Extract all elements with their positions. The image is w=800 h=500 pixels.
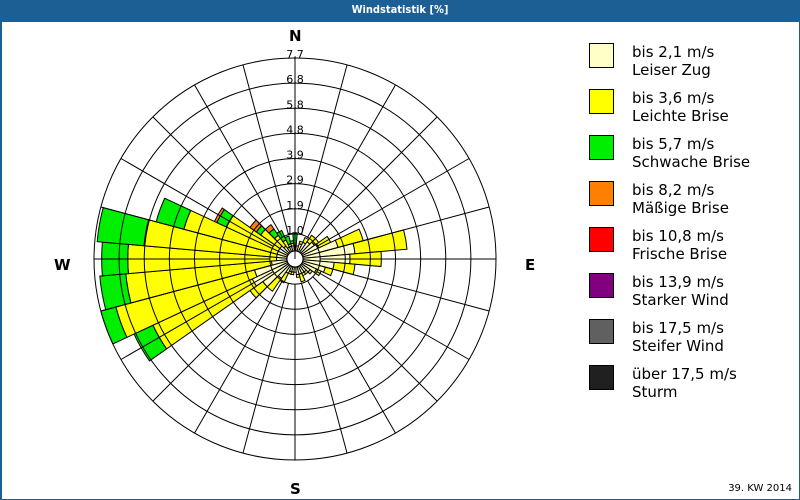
legend-speed: bis 5,7 m/s xyxy=(632,135,715,153)
radial-tick-label: 3,9 xyxy=(286,149,304,162)
grid-spoke xyxy=(301,283,348,454)
grid-spoke xyxy=(319,206,490,253)
wind-wedge-segment xyxy=(284,235,292,246)
legend-label: Mäßige Brise xyxy=(632,199,729,217)
grid-spoke xyxy=(301,64,348,235)
wind-rose-wedges xyxy=(96,197,408,362)
legend-item-steifer-wind: bis 17,5 m/s Steifer Wind xyxy=(589,319,789,363)
radial-tick-label: 4,8 xyxy=(286,123,304,136)
wind-wedge-segment xyxy=(298,272,306,283)
legend-item-sturm: über 17,5 m/s Sturm xyxy=(589,365,789,409)
legend-label: Sturm xyxy=(632,383,678,401)
legend-swatch xyxy=(589,365,614,390)
legend-swatch xyxy=(589,319,614,344)
legend-speed: bis 3,6 m/s xyxy=(632,89,715,107)
radial-tick-label: 5,8 xyxy=(286,98,304,111)
legend-speed: bis 2,1 m/s xyxy=(632,43,715,61)
grid-spoke xyxy=(316,271,470,360)
legend-item-leiser-zug: bis 2,1 m/s Leiser Zug xyxy=(589,43,789,87)
legend-item-leichte-brise: bis 3,6 m/s Leichte Brise xyxy=(589,89,789,133)
legend-swatch xyxy=(589,181,614,206)
radial-tick-label: 6,8 xyxy=(286,73,304,86)
legend-swatch xyxy=(589,43,614,68)
grid-spoke xyxy=(242,283,289,454)
legend-speed: über 17,5 m/s xyxy=(632,365,737,383)
grid-spoke xyxy=(152,276,278,402)
grid-spoke xyxy=(194,280,283,434)
legend-item-starker-wind: bis 13,9 m/s Starker Wind xyxy=(589,273,789,317)
legend-speed: bis 13,9 m/s xyxy=(632,273,724,291)
grid-spoke xyxy=(100,206,271,253)
compass-south-label: S xyxy=(290,480,301,498)
legend-label: Leiser Zug xyxy=(632,61,711,79)
legend-swatch xyxy=(589,135,614,160)
grid-spoke xyxy=(194,84,283,238)
legend-label: Frische Brise xyxy=(632,245,728,263)
wind-wedge-segment xyxy=(307,268,313,275)
grid-spoke xyxy=(120,271,274,360)
polar-grid xyxy=(93,57,497,461)
wind-wedge-segment xyxy=(155,197,192,230)
radial-tick-label: 2,9 xyxy=(286,174,304,187)
grid-spoke xyxy=(152,116,278,242)
legend-speed: bis 17,5 m/s xyxy=(632,319,724,337)
legend-speed: bis 8,2 m/s xyxy=(632,181,715,199)
grid-spoke xyxy=(242,64,289,235)
radial-tick-labels: 1,0 1,9 2,9 3,9 4,8 5,8 6,8 7,7 xyxy=(286,48,304,237)
compass-north-label: N xyxy=(289,27,302,45)
compass-west-label: W xyxy=(54,256,71,274)
grid-spoke xyxy=(312,116,438,242)
period-label: 39. KW 2014 xyxy=(728,483,792,494)
window-title: Windstatistik [%] xyxy=(0,0,800,20)
wind-wedge-segment xyxy=(99,273,132,311)
legend-swatch xyxy=(589,227,614,252)
grid-spoke xyxy=(100,265,271,312)
grid-spoke xyxy=(316,158,470,247)
grid-spoke xyxy=(120,158,274,247)
legend-label: Steifer Wind xyxy=(632,337,724,355)
legend-label: Schwache Brise xyxy=(632,153,751,171)
wind-wedge-segment xyxy=(352,229,408,255)
wind-wedge-segment xyxy=(289,240,295,245)
compass-east-label: E xyxy=(525,256,536,274)
legend-swatch xyxy=(589,89,614,114)
radial-tick-label: 1,9 xyxy=(286,199,304,212)
radial-tick-label: 1,0 xyxy=(286,224,304,237)
legend-label: Starker Wind xyxy=(632,291,729,309)
grid-spoke xyxy=(307,280,396,434)
radial-tick-label: 7,7 xyxy=(286,48,304,61)
legend-item-frische-brise: bis 10,8 m/s Frische Brise xyxy=(589,227,789,271)
legend-swatch xyxy=(589,273,614,298)
grid-spoke xyxy=(307,84,396,238)
wind-wedge-segment xyxy=(295,273,301,278)
legend-label: Leichte Brise xyxy=(632,107,729,125)
legend-item-schwache-brise: bis 5,7 m/s Schwache Brise xyxy=(589,135,789,179)
legend-item-maessige-brise: bis 8,2 m/s Mäßige Brise xyxy=(589,181,789,225)
grid-spoke xyxy=(312,276,438,402)
legend-speed: bis 10,8 m/s xyxy=(632,227,724,245)
wind-wedge-segment xyxy=(322,266,334,277)
grid-spoke xyxy=(319,265,490,312)
